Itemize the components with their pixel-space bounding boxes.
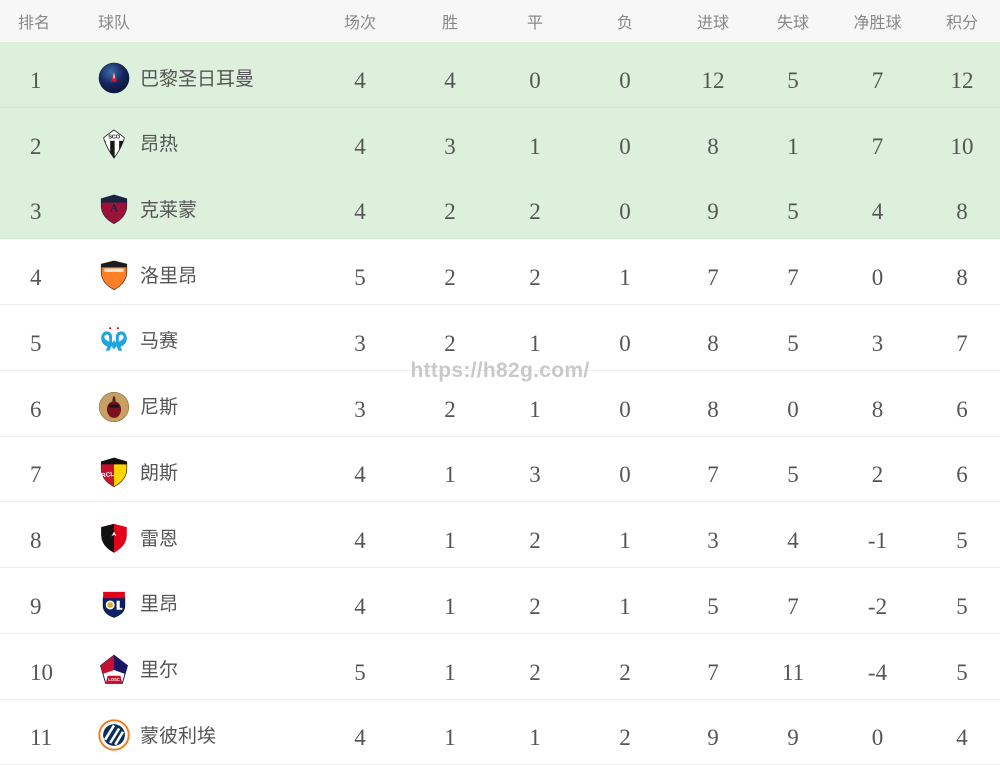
svg-text:A: A xyxy=(110,203,118,215)
svg-text:LOSC: LOSC xyxy=(108,676,120,681)
svg-text:SCO: SCO xyxy=(108,134,120,140)
